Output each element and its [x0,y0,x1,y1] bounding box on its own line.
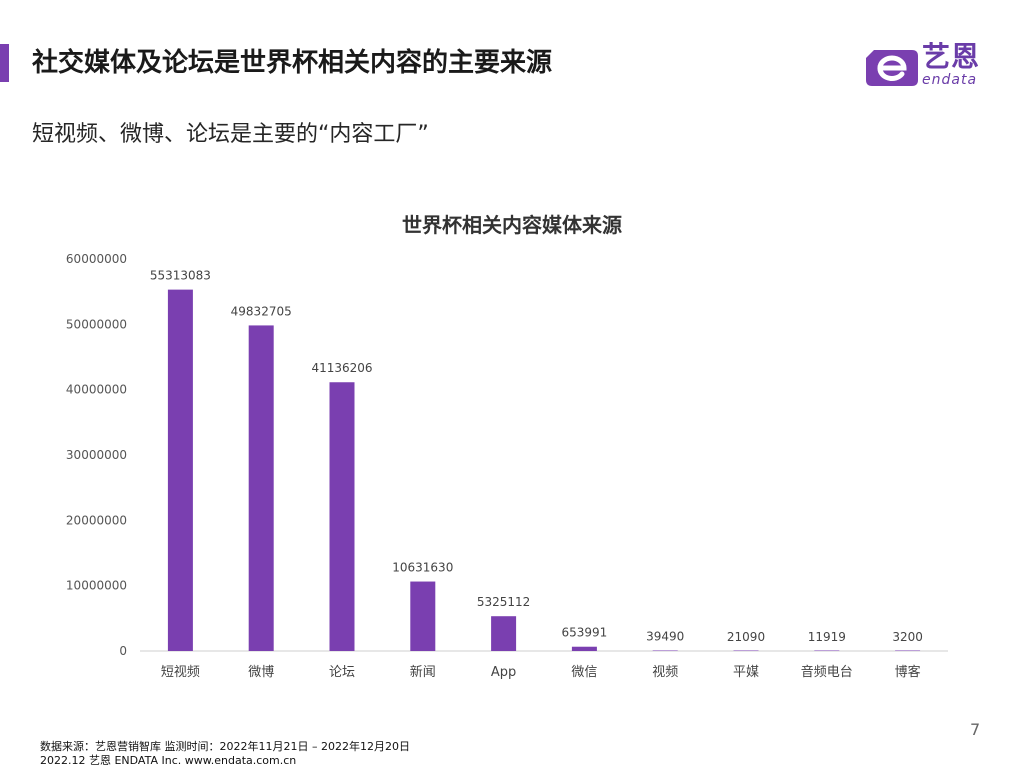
bar [491,616,517,651]
footer-copyright: 2022.12 艺恩 ENDATA Inc. www.endata.com.cn [40,754,297,767]
x-tick-label: 视频 [652,665,678,680]
x-tick-label: App [491,665,516,680]
endata-logo: 艺恩 endata [864,40,994,94]
x-tick-label: 短视频 [161,665,200,680]
page-title: 社交媒体及论坛是世界杯相关内容的主要来源 [32,48,553,78]
bar [571,646,597,651]
bar [167,289,193,651]
data-label: 11919 [808,630,846,644]
data-label: 21090 [727,630,765,644]
y-tick-label: 20000000 [66,513,127,527]
data-label: 10631630 [392,561,453,575]
bar-chart-svg: 世界杯相关内容媒体来源 0 10000000 20000000 30000000 4000… [66,213,948,680]
endata-logo-icon [866,50,918,86]
x-tick-label: 论坛 [329,665,355,680]
data-label: 39490 [646,630,684,644]
bar [248,325,274,651]
page-number: 7 [970,720,981,739]
data-label: 5325112 [477,595,530,609]
x-tick-label: 音频电台 [801,664,853,680]
footer-source: 数据来源：艺恩营销智库 监测时间：2022年11月21日 – 2022年12月2… [40,740,410,753]
bar [329,382,355,651]
data-label: 3200 [892,630,923,644]
title-accent-bar [0,44,9,82]
data-label: 55313083 [150,269,211,283]
footer: 数据来源：艺恩营销智库 监测时间：2022年11月21日 – 2022年12月2… [40,740,410,768]
x-tick-label: 博客 [895,664,921,680]
chart-title: 世界杯相关内容媒体来源 [402,213,622,237]
page-subtitle: 短视频、微博、论坛是主要的“内容工厂” [32,122,429,147]
y-tick-label: 0 [119,644,127,658]
y-tick-label: 60000000 [66,252,127,266]
bar-chart: 世界杯相关内容媒体来源 0 10000000 20000000 30000000 4000… [0,200,1024,690]
data-label: 41136206 [311,361,372,375]
x-tick-label: 新闻 [410,664,436,680]
logo-text-en: endata [922,72,978,88]
y-tick-label: 30000000 [66,448,127,462]
logo-text-cn: 艺恩 [922,40,981,73]
bar [733,650,759,651]
x-tick-label: 微博 [248,665,274,680]
bar [410,581,436,651]
x-tick-label: 平媒 [733,665,759,680]
x-tick-label: 微信 [571,665,597,680]
data-label: 653991 [561,626,607,640]
bar [652,650,678,651]
bar [895,650,921,651]
y-tick-label: 40000000 [66,383,127,397]
bar [814,650,840,651]
data-label: 49832705 [231,304,292,318]
y-tick-label: 50000000 [66,317,127,331]
y-tick-label: 10000000 [66,579,127,593]
